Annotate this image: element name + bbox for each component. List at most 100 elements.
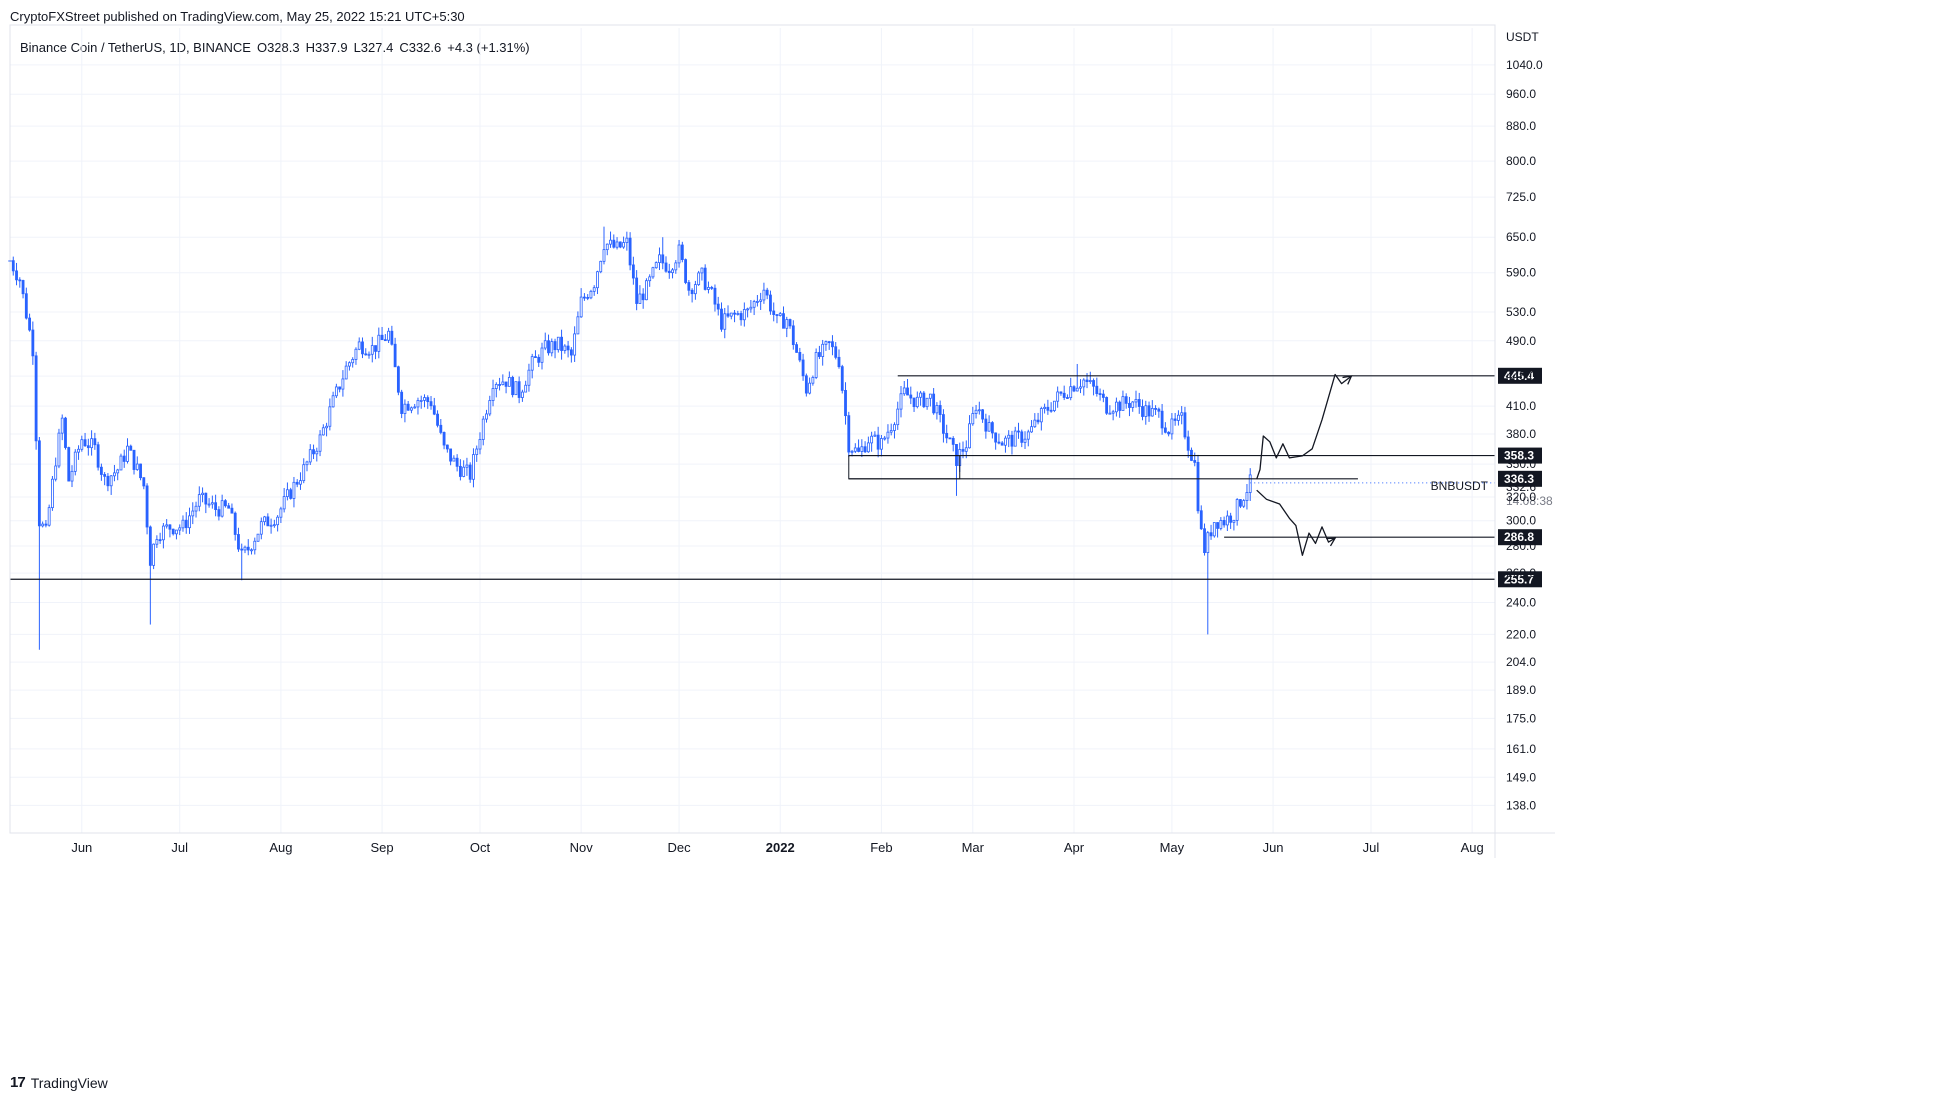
candle — [113, 464, 116, 482]
candle — [367, 351, 371, 359]
candle — [534, 350, 537, 359]
candle-body — [651, 267, 655, 278]
candle-body — [850, 450, 854, 453]
candle-body — [181, 519, 185, 529]
candle — [840, 364, 844, 394]
candle — [801, 353, 805, 381]
candle — [468, 462, 472, 483]
candle-body — [876, 434, 880, 450]
candle-body — [654, 262, 658, 269]
candle-body — [804, 375, 808, 394]
candle-body — [638, 293, 642, 304]
candle — [15, 262, 18, 286]
candle — [1180, 406, 1184, 425]
candle-body — [220, 500, 224, 517]
candle — [1157, 407, 1161, 418]
candle — [700, 267, 704, 281]
candle — [54, 457, 58, 482]
candle — [223, 499, 227, 508]
candle — [645, 278, 648, 301]
projection-down-path — [1256, 489, 1336, 556]
candle — [445, 444, 449, 453]
candle-body — [246, 546, 250, 551]
candle — [524, 380, 528, 393]
candle — [416, 397, 420, 415]
candle-body — [175, 529, 178, 535]
candle — [853, 443, 857, 454]
candle — [511, 375, 515, 398]
candle — [1049, 402, 1053, 413]
candle-body — [18, 279, 22, 282]
candle — [723, 307, 727, 339]
candle — [697, 270, 701, 286]
candle — [631, 256, 635, 285]
candle-body — [295, 481, 299, 485]
candle — [919, 390, 922, 406]
candle-body — [1056, 391, 1060, 402]
candle — [1098, 388, 1102, 401]
candle-body — [250, 549, 253, 552]
candle — [883, 435, 887, 441]
candle-body — [1232, 519, 1236, 523]
countdown-label: 14:08:38 — [1506, 494, 1553, 508]
candle — [592, 285, 596, 296]
candle-body — [44, 523, 48, 526]
footer-brand[interactable]: 17 TradingView — [10, 1074, 108, 1091]
candle-body — [977, 409, 981, 412]
candle — [93, 432, 97, 450]
candle-body — [1196, 461, 1200, 512]
candle — [990, 421, 994, 439]
level-label-bg — [1498, 529, 1542, 546]
candle-body — [1157, 408, 1161, 412]
candle — [674, 260, 678, 274]
candle-body — [834, 346, 838, 358]
candle — [18, 277, 22, 288]
candle — [11, 256, 15, 276]
candle — [707, 281, 710, 294]
candle — [1193, 452, 1197, 467]
candle-body — [981, 409, 985, 420]
projection-up-path-arrowhead — [1342, 375, 1353, 385]
candle-body — [1007, 434, 1011, 439]
candle-body — [857, 447, 860, 452]
candle-body — [1128, 402, 1131, 408]
candle-body — [635, 277, 639, 304]
candle-body — [96, 444, 100, 468]
ohlc-open: O328.3 — [256, 40, 300, 55]
candle-body — [462, 466, 466, 477]
candle-body — [540, 347, 544, 363]
candle — [808, 377, 812, 395]
candle-body — [383, 339, 387, 342]
candle — [661, 237, 665, 270]
candle-body — [442, 432, 446, 446]
candle-body — [204, 492, 208, 505]
candle — [364, 348, 368, 356]
candle — [1059, 391, 1063, 396]
candle — [896, 401, 900, 430]
candle — [341, 370, 345, 397]
candle-body — [1173, 418, 1177, 421]
candle-body — [230, 507, 234, 514]
candle — [449, 448, 453, 466]
candle — [1154, 405, 1157, 415]
candle — [321, 424, 325, 436]
candle — [1134, 390, 1138, 408]
candle-body — [24, 293, 28, 319]
projection-up-path — [1256, 373, 1352, 480]
candle-body — [720, 308, 723, 330]
candle-body — [194, 505, 198, 512]
candle-body — [11, 260, 15, 272]
candle — [811, 375, 815, 386]
candle — [1020, 429, 1024, 448]
candle-body — [1085, 379, 1089, 383]
candle — [945, 424, 949, 444]
projection-down-path-arrowhead — [1326, 537, 1337, 547]
symbol-name[interactable]: Binance Coin / TetherUS, 1D, BINANCE — [20, 40, 251, 55]
candle-body — [912, 397, 916, 408]
candle-body — [837, 356, 841, 368]
candle — [693, 280, 697, 300]
candle-body — [1092, 380, 1095, 387]
candle-body — [1043, 406, 1047, 409]
candle-body — [331, 395, 335, 408]
